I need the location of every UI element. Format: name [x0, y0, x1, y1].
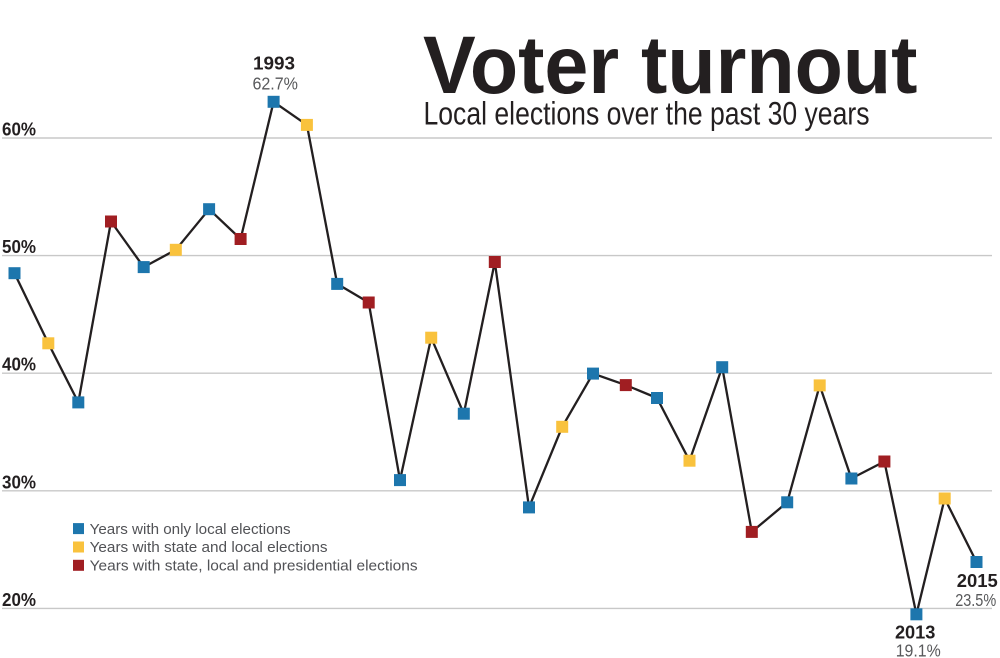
svg-text:Years with state, local and pr: Years with state, local and presidential… [90, 558, 418, 574]
svg-text:60%: 60% [2, 120, 36, 140]
svg-text:20%: 20% [2, 590, 36, 610]
svg-text:2015: 2015 [957, 570, 998, 591]
svg-text:Years with only local election: Years with only local elections [90, 522, 291, 538]
svg-text:Local elections over the past: Local elections over the past 30 years [424, 96, 870, 132]
svg-text:Voter turnout: Voter turnout [423, 20, 918, 111]
svg-text:40%: 40% [2, 355, 36, 375]
svg-text:62.7%: 62.7% [252, 74, 298, 94]
svg-text:1993: 1993 [253, 53, 295, 74]
svg-text:2013: 2013 [895, 621, 936, 642]
svg-text:23.5%: 23.5% [955, 590, 996, 610]
svg-text:50%: 50% [2, 237, 36, 257]
svg-text:30%: 30% [2, 472, 36, 492]
svg-text:19.1%: 19.1% [896, 641, 941, 658]
svg-text:Years with state and local ele: Years with state and local elections [90, 540, 328, 556]
